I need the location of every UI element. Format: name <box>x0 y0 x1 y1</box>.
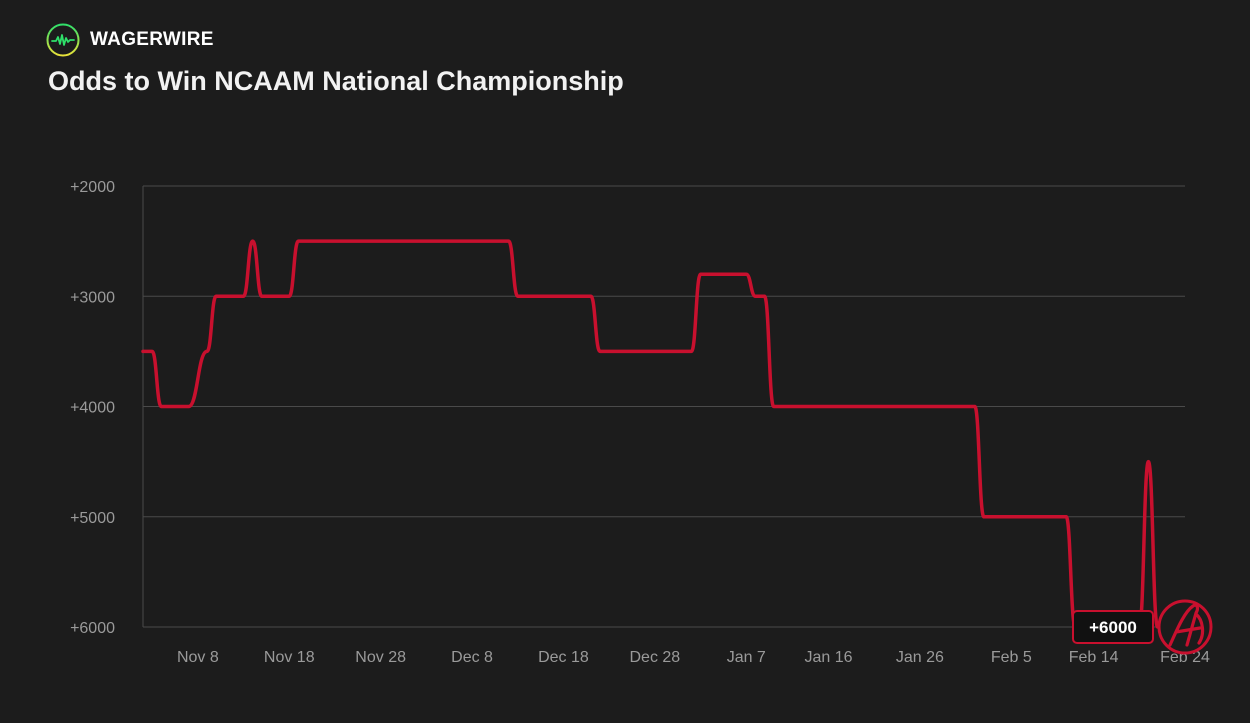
y-tick-labels: +2000 +3000 +4000 +5000 +6000 <box>70 179 115 637</box>
value-callout: +6000 <box>1072 610 1154 644</box>
x-tick-label: Jan 26 <box>896 649 944 666</box>
x-tick-label: Jan 16 <box>805 649 853 666</box>
x-tick-label: Feb 24 <box>1160 649 1210 666</box>
callout-box <box>1072 610 1154 644</box>
y-tick-label: +2000 <box>70 179 115 196</box>
x-tick-label: Feb 5 <box>991 649 1032 666</box>
grid-layer <box>142 185 1185 628</box>
y-tick-label: +6000 <box>70 620 115 637</box>
callout-label: +6000 <box>1089 618 1137 637</box>
brand: WAGERWIRE <box>46 23 214 57</box>
x-tick-label: Dec 28 <box>630 649 681 666</box>
series-line <box>141 239 1169 629</box>
y-tick-label: +5000 <box>70 510 115 527</box>
x-tick-label: Dec 18 <box>538 649 589 666</box>
x-tick-label: Nov 28 <box>355 649 406 666</box>
x-tick-labels: Nov 8 Nov 18 Nov 28 Dec 8 Dec 18 Dec 28 Jan 7 J… <box>177 649 1210 666</box>
y-tick-label: +3000 <box>70 289 115 306</box>
alabama-script-a-logo <box>1157 599 1213 655</box>
chart-title: Odds to Win NCAAM National Championship <box>48 66 624 96</box>
x-tick-label: Nov 8 <box>177 649 219 666</box>
x-tick-label: Jan 7 <box>727 649 766 666</box>
x-tick-label: Nov 18 <box>264 649 315 666</box>
x-tick-label: Feb 14 <box>1069 649 1119 666</box>
brand-name: WAGERWIRE <box>90 29 214 50</box>
pulse-circle-icon <box>46 23 80 57</box>
y-tick-label: +4000 <box>70 400 115 417</box>
x-tick-label: Dec 8 <box>451 649 493 666</box>
